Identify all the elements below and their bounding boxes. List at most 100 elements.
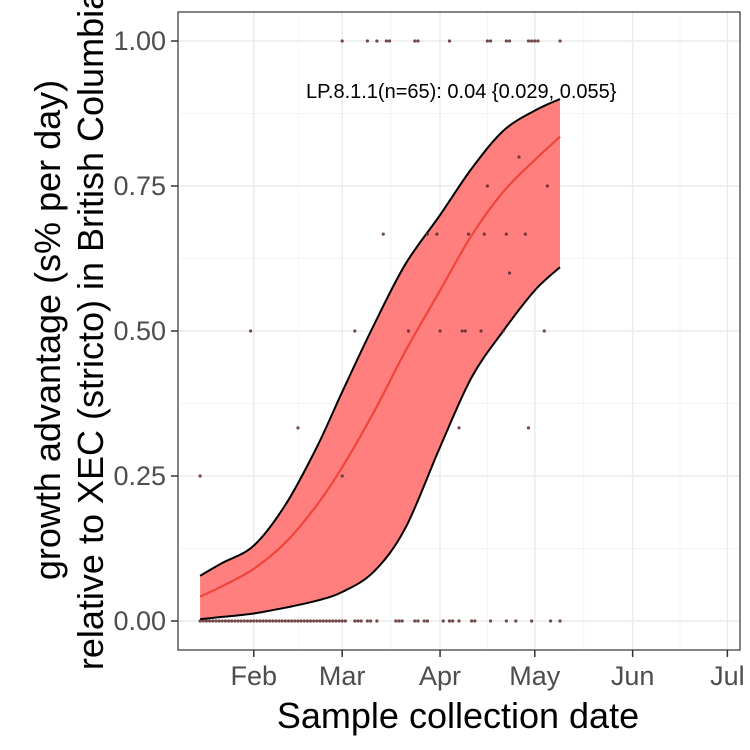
data-point bbox=[482, 232, 486, 236]
data-point bbox=[198, 619, 202, 623]
data-point bbox=[406, 329, 411, 333]
data-point bbox=[473, 619, 477, 623]
data-point bbox=[470, 619, 474, 623]
x-tick-label: Feb bbox=[231, 661, 278, 691]
data-point bbox=[457, 426, 461, 430]
data-point bbox=[315, 619, 319, 623]
data-point bbox=[416, 39, 420, 43]
data-point bbox=[413, 619, 417, 623]
data-point bbox=[207, 619, 212, 623]
data-point bbox=[226, 619, 231, 623]
x-tick-label: Jun bbox=[611, 661, 655, 691]
data-point bbox=[258, 619, 262, 623]
data-point bbox=[507, 39, 512, 43]
data-point bbox=[375, 619, 379, 623]
data-point bbox=[302, 619, 306, 623]
data-point bbox=[536, 39, 540, 43]
data-point bbox=[220, 619, 224, 623]
x-tick-label: Apr bbox=[419, 661, 461, 691]
data-point bbox=[422, 619, 426, 623]
data-point bbox=[359, 619, 363, 623]
data-point bbox=[340, 619, 344, 623]
y-tick-label: 0.00 bbox=[113, 606, 166, 636]
data-point bbox=[331, 619, 335, 623]
data-point bbox=[504, 619, 508, 623]
data-point bbox=[343, 619, 347, 623]
data-point bbox=[514, 619, 518, 623]
data-point bbox=[233, 619, 237, 623]
data-point bbox=[356, 619, 360, 623]
data-point bbox=[201, 619, 205, 623]
data-point bbox=[309, 619, 313, 623]
data-point bbox=[214, 619, 218, 623]
data-point bbox=[324, 619, 328, 623]
data-point bbox=[533, 39, 537, 43]
data-point bbox=[334, 619, 338, 623]
data-points bbox=[198, 39, 562, 623]
y-tick-label: 0.75 bbox=[113, 171, 166, 201]
data-point bbox=[353, 329, 357, 333]
data-point bbox=[441, 619, 445, 623]
data-point bbox=[365, 619, 370, 623]
data-point bbox=[353, 619, 357, 623]
data-point bbox=[425, 619, 430, 623]
data-point bbox=[239, 619, 243, 623]
data-point bbox=[387, 39, 392, 43]
data-point bbox=[271, 619, 275, 623]
data-point bbox=[318, 619, 322, 623]
data-point bbox=[280, 619, 284, 623]
x-tick-label: Jul bbox=[710, 661, 745, 691]
data-point bbox=[264, 619, 269, 623]
data-point bbox=[223, 619, 227, 623]
data-point bbox=[504, 39, 508, 43]
data-point bbox=[463, 329, 467, 333]
y-axis-title-line-2: relative to XEC (stricto) in British Col… bbox=[70, 0, 111, 670]
data-point bbox=[198, 474, 202, 478]
data-point bbox=[277, 619, 281, 623]
data-point bbox=[340, 39, 344, 43]
fit-line bbox=[199, 135, 561, 598]
data-point bbox=[545, 184, 550, 188]
data-point bbox=[211, 619, 215, 623]
data-point bbox=[337, 619, 341, 623]
y-tick-label: 0.25 bbox=[113, 461, 166, 491]
y-tick-label: 1.00 bbox=[113, 26, 166, 56]
data-point bbox=[558, 619, 562, 623]
data-point bbox=[460, 329, 464, 333]
data-point bbox=[296, 426, 300, 430]
data-point bbox=[312, 619, 316, 623]
data-point bbox=[236, 619, 240, 623]
data-point bbox=[466, 232, 471, 236]
upper-bound-line bbox=[199, 98, 561, 577]
data-point bbox=[451, 619, 455, 623]
x-tick-label: May bbox=[509, 661, 561, 691]
y-axis-title-line-1: growth advantage (s% per day) bbox=[27, 80, 68, 580]
data-point bbox=[435, 232, 439, 236]
data-point bbox=[504, 232, 508, 236]
data-point bbox=[485, 184, 490, 188]
data-point bbox=[400, 619, 404, 623]
data-point bbox=[413, 39, 417, 43]
x-axis-title: Sample collection date bbox=[277, 695, 639, 736]
data-point bbox=[479, 329, 483, 333]
data-point bbox=[381, 232, 385, 236]
data-point bbox=[558, 39, 562, 43]
x-tick-label: Mar bbox=[319, 661, 366, 691]
data-point bbox=[293, 619, 297, 623]
data-point bbox=[249, 619, 253, 623]
data-point bbox=[286, 619, 291, 623]
data-point bbox=[290, 619, 294, 623]
data-point bbox=[488, 39, 493, 43]
data-point bbox=[252, 619, 256, 623]
data-point bbox=[267, 619, 272, 623]
data-point bbox=[245, 619, 250, 623]
fit-annotation: LP.8.1.1(n=65): 0.04 {0.029, 0.055} bbox=[306, 81, 617, 103]
data-point bbox=[457, 619, 461, 623]
data-point bbox=[548, 619, 553, 623]
data-point bbox=[365, 39, 370, 43]
y-axis-ticks: 0.00 0.25 0.50 0.75 1.00 bbox=[113, 26, 178, 636]
data-point bbox=[299, 619, 303, 623]
data-point bbox=[438, 329, 442, 333]
data-point bbox=[384, 39, 388, 43]
